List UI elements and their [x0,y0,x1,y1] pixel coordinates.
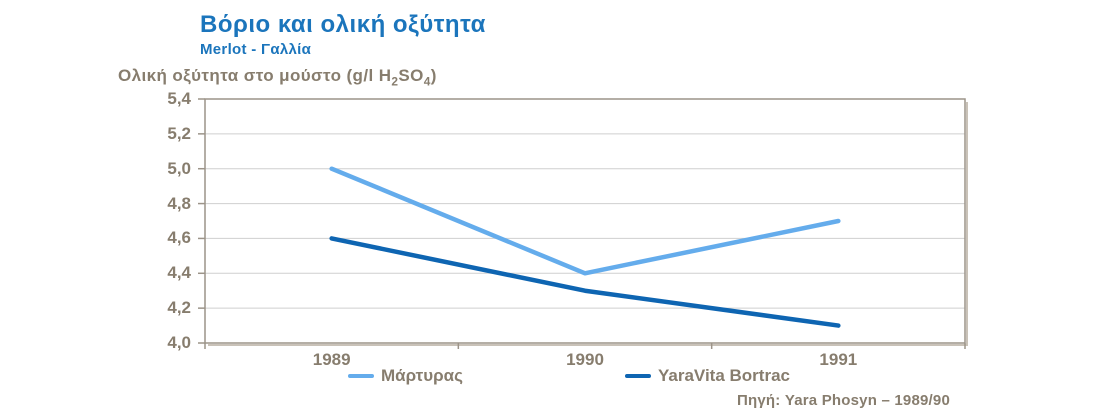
y-axis-title-subscript: 4 [423,74,431,89]
legend-swatch-yaravita-bortrac [625,374,651,378]
legend-label-yaravita-bortrac: YaraVita Bortrac [658,366,790,385]
y-tick-label: 4,0 [167,333,191,352]
y-tick-label: 5,0 [167,158,191,178]
x-tick-label: 1989 [312,350,351,369]
y-axis-title: Ολική οξύτητα στο μούστο (g/l H2SO4) [118,66,437,88]
y-axis-title-subscript: 2 [391,74,399,89]
y-tick-label: 4,6 [167,228,191,248]
y-tick-label: 4,4 [167,263,191,283]
chart-subtitle: Merlot - Γαλλία [200,41,312,59]
title-block: Βόριο και ολική οξύτητα Merlot - Γαλλία [200,11,486,59]
chart-title: Βόριο και ολική οξύτητα [200,11,486,38]
legend-item-yaravita-bortrac: YaraVita Bortrac [625,366,790,386]
x-tick-label: 1990 [566,350,604,369]
y-tick-label: 5,2 [167,123,191,143]
y-tick-label: 4,8 [167,193,191,213]
y-axis-title-text: ) [430,66,437,85]
y-axis-title-text: Ολική οξύτητα στο μούστο (g/l H [118,66,392,85]
legend-label-martyras: Μάρτυρας [381,366,463,385]
y-axis-title-text: SO [398,66,424,85]
legend-swatch-martyras [348,374,374,378]
source-note: Πηγή: Yara Phosyn – 1989/90 [736,392,950,409]
y-tick-label: 5,4 [167,89,191,108]
legend-item-martyras: Μάρτυρας [348,366,463,386]
x-tick-label: 1991 [819,350,858,369]
y-tick-label: 4,2 [167,298,191,318]
